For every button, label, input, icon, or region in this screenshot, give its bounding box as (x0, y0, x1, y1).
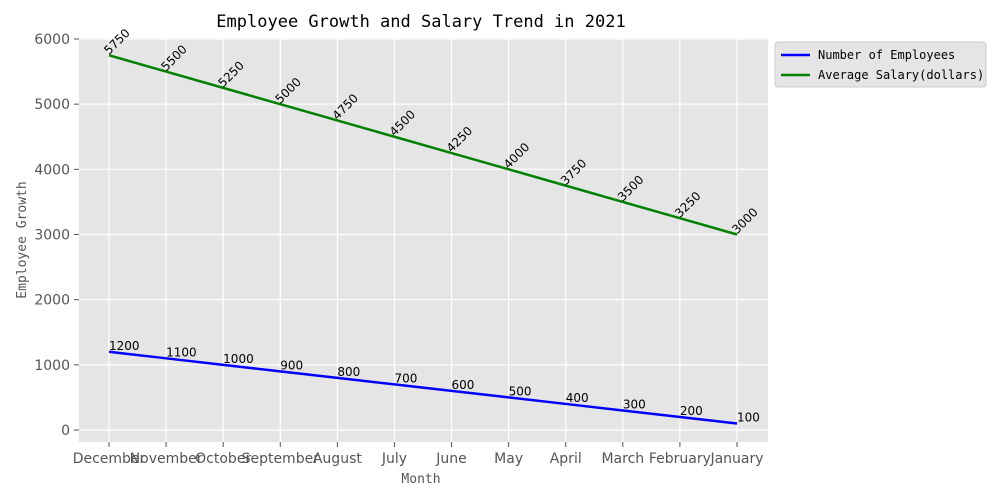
x-tick-label-september: September (242, 451, 320, 467)
chart-title: Employee Growth and Salary Trend in 2021 (216, 12, 625, 32)
x-tick-label-march: March (601, 451, 644, 467)
series-lines (108, 54, 738, 425)
data-label-series-0: 1100 (166, 345, 197, 359)
x-tick-label-december: December (73, 451, 146, 467)
y-axis-ticks: 0 1000 2000 3000 4000 5000 6000 (34, 32, 79, 439)
legend-box (774, 41, 987, 88)
x-tick-label-august: August (313, 451, 363, 467)
y-tick-label: 4000 (34, 162, 70, 178)
data-label-series-0: 800 (337, 365, 360, 379)
legend-label-employees: Number of Employees (818, 48, 955, 62)
x-tick-label-may: May (494, 451, 523, 467)
plot-area (79, 38, 768, 442)
data-label-series-0: 200 (680, 404, 703, 418)
data-label-series-0: 600 (452, 378, 475, 392)
x-tick-label-april: April (550, 451, 582, 467)
data-label-series-0: 1000 (223, 352, 254, 366)
data-label-series-0: 300 (623, 397, 646, 411)
series-line-0 (108, 350, 738, 425)
y-axis-label: Employee Growth (15, 181, 30, 298)
x-tick-label-july: July (381, 451, 407, 467)
y-tick-label: 2000 (34, 293, 70, 309)
legend-label-salary: Average Salary(dollars) (818, 68, 984, 82)
data-label-series-0: 1200 (109, 339, 140, 353)
series-line-1 (108, 54, 738, 236)
data-label-series-0: 400 (566, 391, 589, 405)
x-tick-label-october: October (195, 451, 251, 467)
x-tick-label-june: June (435, 451, 467, 467)
y-tick-label: 0 (61, 423, 70, 439)
x-axis-label: Month (401, 472, 440, 487)
x-tick-label-february: February (649, 451, 711, 467)
x-tick-label-january: January (709, 451, 763, 467)
data-label-series-0: 100 (737, 410, 760, 424)
data-label-series-0: 700 (394, 371, 417, 385)
y-tick-label: 6000 (34, 32, 70, 48)
y-tick-label: 3000 (34, 228, 70, 244)
y-tick-label: 1000 (34, 358, 70, 374)
y-tick-label: 5000 (34, 97, 70, 113)
data-label-series-0: 900 (280, 358, 303, 372)
data-label-series-0: 500 (509, 384, 532, 398)
legend: Number of Employees Average Salary(dolla… (774, 41, 987, 88)
x-tick-label-november: November (130, 451, 203, 467)
